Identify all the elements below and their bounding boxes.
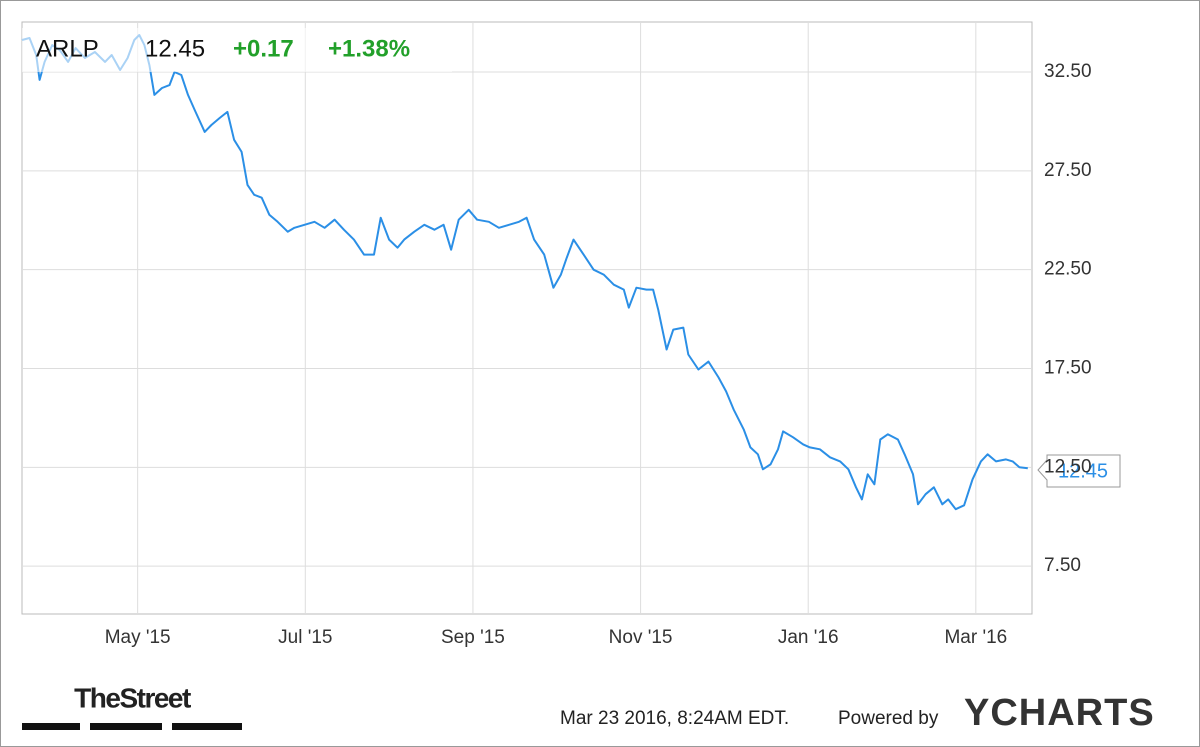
brand: YCHARTS (964, 692, 1155, 734)
price: 12.45 (145, 35, 205, 62)
y-tick-label: 27.50 (1044, 160, 1092, 181)
price-tag-label: 12.45 (1058, 460, 1108, 482)
x-tick-label: Jul '15 (278, 627, 332, 648)
logo-bar (172, 723, 242, 730)
plot-area (21, 21, 1033, 615)
x-tick-label: May '15 (105, 627, 171, 648)
y-tick-label: 32.50 (1044, 61, 1092, 82)
x-tick-label: Jan '16 (778, 627, 839, 648)
x-tick-label: Nov '15 (609, 627, 673, 648)
header-box (22, 28, 452, 72)
logo-bar (22, 723, 80, 730)
price-line (21, 34, 1028, 511)
y-tick-label: 12.50 (1044, 456, 1092, 477)
change: +0.17 (233, 35, 294, 62)
timestamp: Mar 23 2016, 8:24AM EDT. (560, 708, 789, 729)
x-tick-label: Mar '16 (944, 627, 1007, 648)
x-tick-label: Sep '15 (441, 627, 505, 648)
symbol: ARLP (36, 35, 99, 62)
logo-bar (90, 723, 162, 730)
y-tick-label: 22.50 (1044, 259, 1092, 280)
source-logo: TheStreet (74, 682, 191, 713)
y-tick-label: 17.50 (1044, 358, 1092, 379)
y-tick-label: 7.50 (1044, 555, 1081, 576)
price-tag (1037, 454, 1121, 488)
powered-by: Powered by (838, 708, 939, 729)
change-pct: +1.38% (328, 35, 410, 62)
